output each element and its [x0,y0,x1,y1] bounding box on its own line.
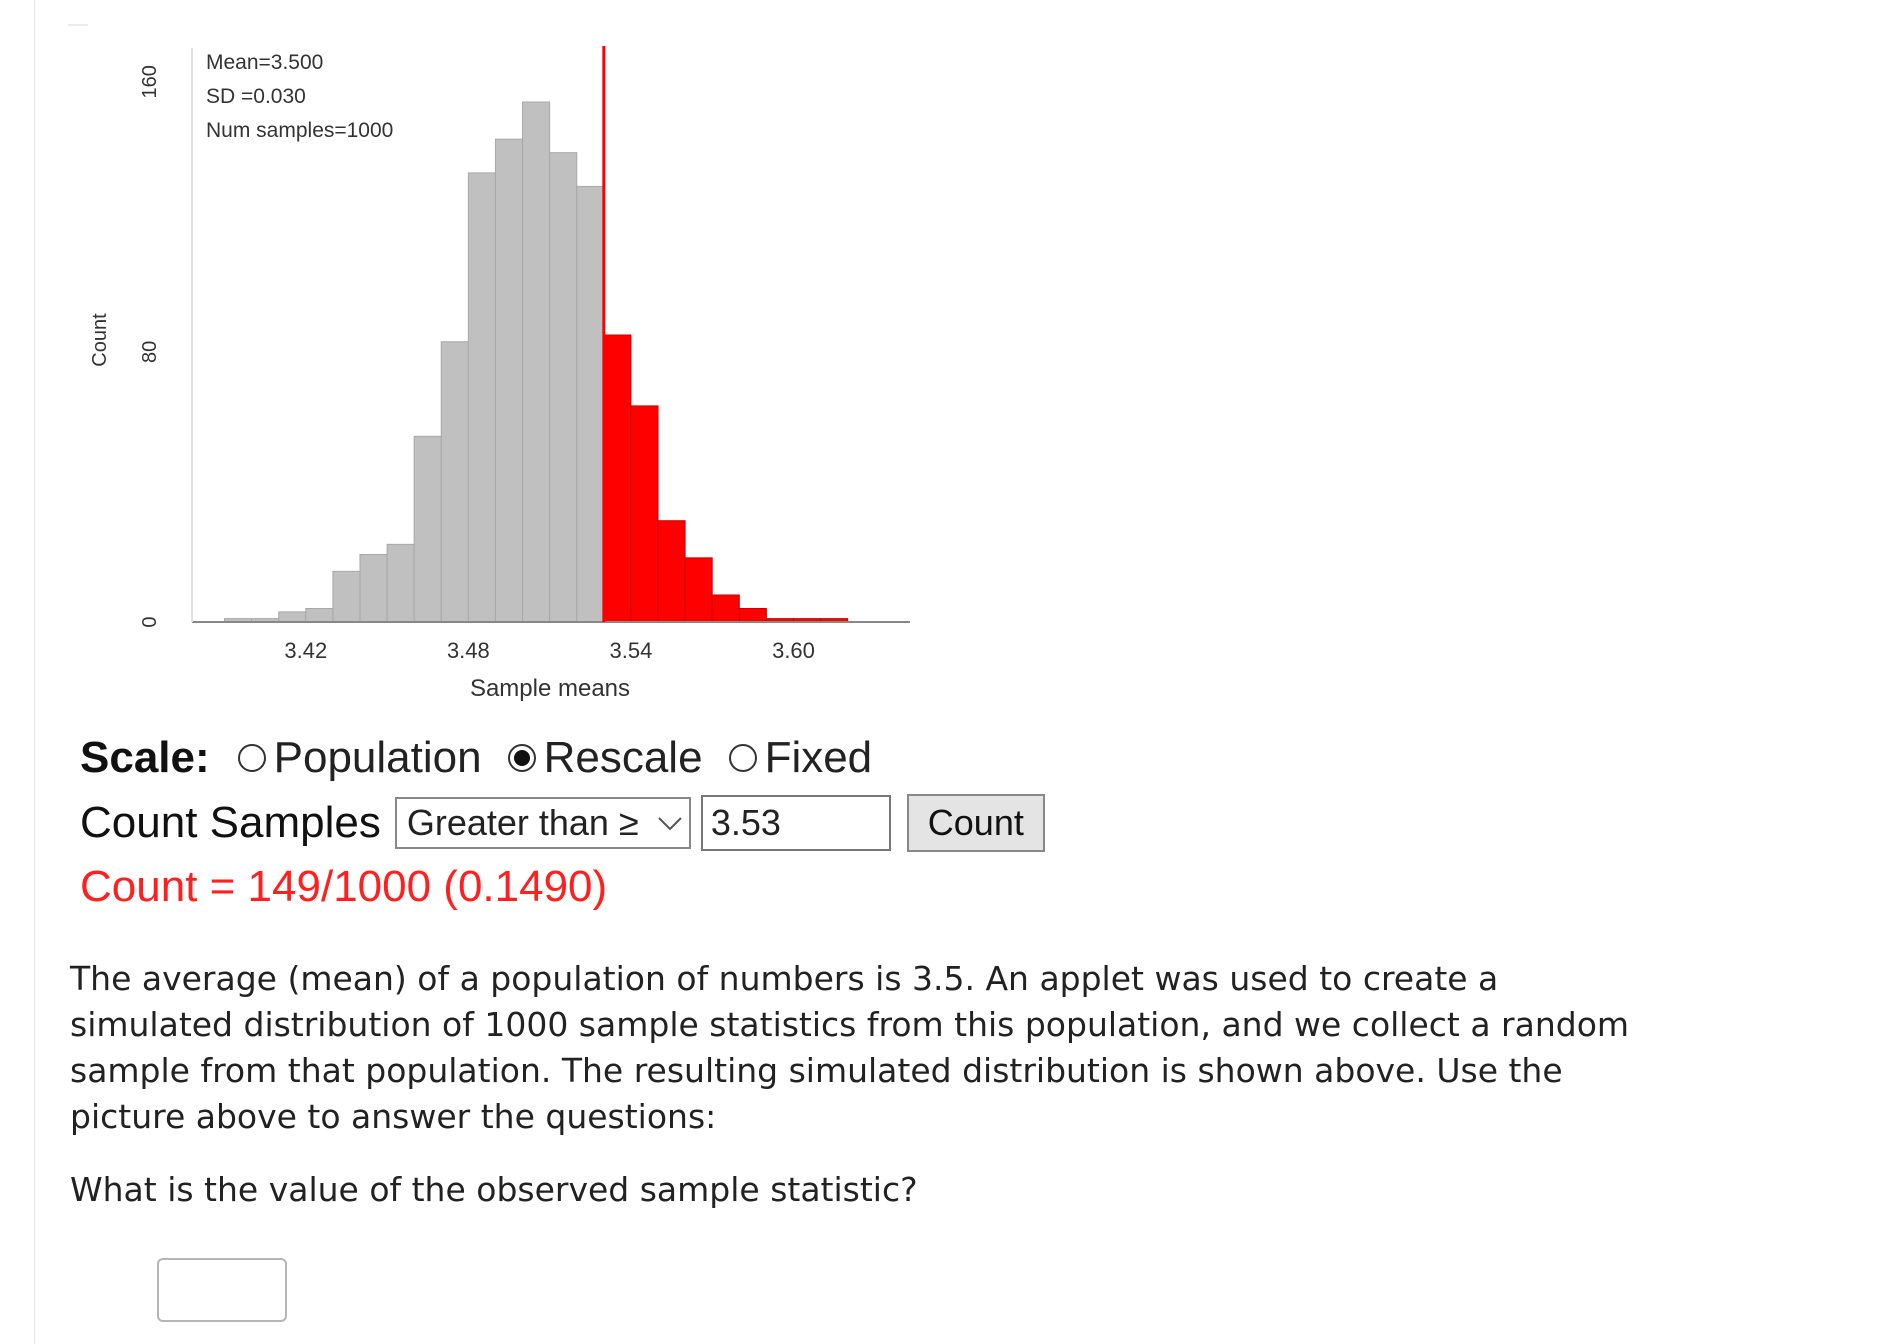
count-samples-row: Count Samples Greater than ≥ Count [80,794,1045,852]
comparison-select[interactable]: Greater than ≥ [394,797,691,849]
threshold-input[interactable] [700,795,891,851]
bars-layer [224,101,849,623]
page-left-border [34,0,35,1344]
scale-option-population[interactable]: Population [237,733,482,783]
chart-annotation: Mean=3.500 [206,51,323,74]
histogram-bar [630,405,659,623]
x-tick-label: 3.60 [772,638,815,663]
y-tick-label: 80 [139,341,161,363]
scale-option-fixed[interactable]: Fixed [728,733,873,783]
question-prompt: What is the value of the observed sample… [70,1170,918,1209]
chevron-down-icon [658,817,682,831]
count-samples-label: Count Samples [80,798,381,847]
histogram-bar [386,543,415,623]
histogram-bar [522,101,551,623]
answer-input[interactable] [157,1258,287,1322]
radio-population[interactable] [237,744,266,772]
x-tick-label: 3.42 [284,638,327,663]
histogram-bar [576,185,605,623]
histogram-chart: 3.42 3.48 3.54 3.60 0 80 160 Count Sample mea… [89,46,910,702]
histogram-bar [278,611,307,623]
histogram-bar [657,520,686,623]
histogram-bar [711,594,740,623]
histogram-bar [305,607,334,623]
histogram-bar [359,553,388,623]
scale-option-rescale[interactable]: Rescale [507,733,703,783]
chart-annotation: SD =0.030 [206,85,306,108]
count-result: Count = 149/1000 (0.1490) [80,862,608,911]
top-decoration [68,24,88,26]
histogram-bar [494,138,524,623]
y-tick-label: 0 [139,616,161,627]
histogram-bar [684,557,713,623]
histogram-bar [413,435,442,623]
radio-rescale[interactable] [507,744,536,772]
comparison-selected-value: Greater than ≥ [406,802,639,843]
scale-option-label: Fixed [764,733,873,782]
histogram-bar [440,341,469,623]
scale-label: Scale: [80,733,210,782]
x-tick-label: 3.48 [447,638,490,663]
scale-row: Scale: Population Rescale Fixed [80,730,898,786]
question-text: The average (mean) of a population of nu… [70,956,1630,1140]
radio-fixed[interactable] [728,744,757,772]
scale-option-label: Population [273,733,482,782]
x-tick-label: 3.54 [610,638,653,663]
histogram-bar [603,334,632,623]
y-tick-layer: 0 80 160 [139,65,161,627]
histogram-bar [332,570,361,623]
y-axis-label: Count [89,313,111,367]
count-button[interactable]: Count [906,794,1045,852]
histogram-bar [738,607,767,623]
scale-option-label: Rescale [543,733,703,782]
annotation-layer: Mean=3.500 SD =0.030 Num samples=1000 [206,51,393,142]
question-paragraph: The average (mean) of a population of nu… [70,959,1630,1136]
x-axis-label: Sample means [470,675,630,702]
histogram-bar [467,172,496,623]
y-tick-label: 160 [139,65,161,98]
chart-annotation: Num samples=1000 [206,119,393,142]
x-tick-layer: 3.42 3.48 3.54 3.60 [284,638,815,663]
histogram-bar [549,152,578,623]
